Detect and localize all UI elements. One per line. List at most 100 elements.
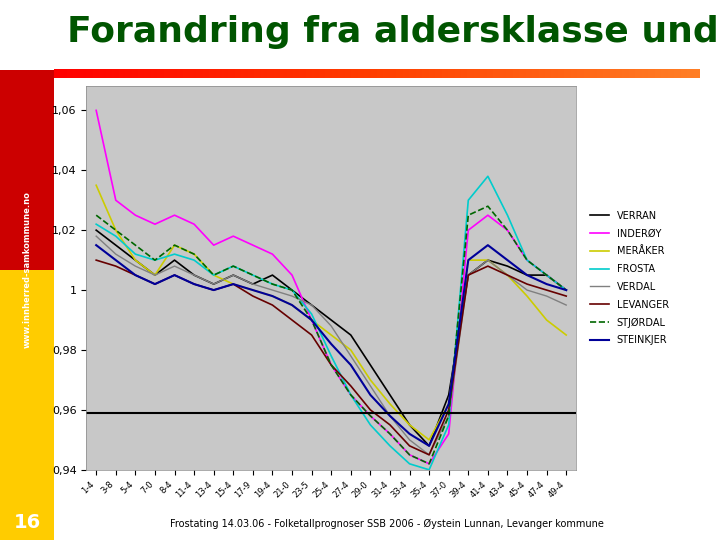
INDERØY — [288, 272, 297, 278]
MERÅKER — [542, 317, 551, 323]
Bar — [287, 69, 293, 78]
Bar — [351, 69, 358, 78]
Bar — [145, 69, 151, 78]
STJØRDAL — [503, 227, 512, 233]
FROSTA — [523, 257, 531, 264]
FROSTA — [444, 422, 453, 428]
Bar — [577, 69, 584, 78]
STJØRDAL — [131, 242, 140, 248]
Bar — [461, 69, 468, 78]
INDERØY — [150, 221, 159, 227]
INDERØY — [346, 392, 355, 398]
Bar — [67, 69, 73, 78]
STEINKJER — [92, 242, 101, 248]
STEINKJER — [170, 272, 179, 278]
STEINKJER — [405, 430, 414, 437]
MERÅKER — [405, 422, 414, 428]
MERÅKER — [386, 401, 395, 407]
FROSTA — [150, 257, 159, 264]
STEINKJER — [268, 293, 276, 299]
Bar — [377, 69, 384, 78]
INDERØY — [366, 413, 374, 419]
Text: Frostating 14.03.06 - Folketallprognoser SSB 2006 - Øystein Lunnan, Levanger kom: Frostating 14.03.06 - Folketallprognoser… — [170, 519, 604, 529]
VERRAN — [542, 272, 551, 278]
Bar — [532, 69, 539, 78]
LEVANGER — [503, 272, 512, 278]
Bar — [93, 69, 99, 78]
STEINKJER — [112, 257, 120, 264]
Bar — [693, 69, 701, 78]
STJØRDAL — [268, 281, 276, 287]
Line: INDERØY: INDERØY — [96, 110, 566, 464]
VERDAL — [170, 263, 179, 269]
INDERØY — [112, 197, 120, 204]
Bar — [467, 69, 474, 78]
INDERØY — [327, 362, 336, 368]
VERDAL — [366, 383, 374, 389]
Bar — [254, 69, 261, 78]
INDERØY — [503, 227, 512, 233]
INDERØY — [464, 227, 472, 233]
Bar — [138, 69, 145, 78]
Bar — [680, 69, 688, 78]
LEVANGER — [131, 272, 140, 278]
Bar — [661, 69, 668, 78]
Bar — [654, 69, 662, 78]
Bar — [428, 69, 436, 78]
STEINKJER — [444, 401, 453, 407]
Bar — [54, 69, 60, 78]
STJØRDAL — [327, 362, 336, 368]
Bar — [584, 69, 590, 78]
FROSTA — [542, 272, 551, 278]
Bar — [202, 69, 210, 78]
MERÅKER — [210, 272, 218, 278]
INDERØY — [562, 287, 570, 293]
INDERØY — [229, 233, 238, 239]
Bar — [119, 69, 125, 78]
Bar — [196, 69, 203, 78]
FROSTA — [248, 272, 257, 278]
STEINKJER — [464, 257, 472, 264]
LEVANGER — [523, 281, 531, 287]
Bar — [164, 69, 171, 78]
STEINKJER — [562, 287, 570, 293]
FROSTA — [170, 251, 179, 258]
VERRAN — [229, 272, 238, 278]
Bar — [636, 69, 642, 78]
STJØRDAL — [542, 272, 551, 278]
STJØRDAL — [366, 413, 374, 419]
VERDAL — [92, 233, 101, 239]
Bar — [151, 69, 158, 78]
Bar — [319, 69, 325, 78]
LEVANGER — [405, 443, 414, 449]
Bar — [623, 69, 629, 78]
STEINKJER — [484, 242, 492, 248]
FROSTA — [562, 287, 570, 293]
Bar — [106, 69, 112, 78]
STJØRDAL — [112, 227, 120, 233]
Legend: VERRAN, INDERØY, MERÅKER, FROSTA, VERDAL, LEVANGER, STJØRDAL, STEINKJER: VERRAN, INDERØY, MERÅKER, FROSTA, VERDAL… — [586, 207, 673, 349]
VERDAL — [425, 451, 433, 458]
FROSTA — [307, 311, 316, 318]
MERÅKER — [229, 281, 238, 287]
VERDAL — [523, 287, 531, 293]
VERRAN — [523, 272, 531, 278]
MERÅKER — [131, 257, 140, 264]
VERRAN — [268, 272, 276, 278]
Text: 16: 16 — [14, 512, 40, 532]
STEINKJER — [425, 443, 433, 449]
VERRAN — [366, 362, 374, 368]
Bar — [558, 69, 564, 78]
Bar — [73, 69, 80, 78]
VERRAN — [346, 332, 355, 338]
STEINKJER — [307, 317, 316, 323]
Bar — [215, 69, 222, 78]
VERRAN — [386, 392, 395, 398]
STEINKJER — [523, 272, 531, 278]
Bar — [629, 69, 636, 78]
Bar — [228, 69, 235, 78]
INDERØY — [131, 212, 140, 219]
Line: STEINKJER: STEINKJER — [96, 245, 566, 446]
MERÅKER — [523, 293, 531, 299]
Bar — [448, 69, 455, 78]
